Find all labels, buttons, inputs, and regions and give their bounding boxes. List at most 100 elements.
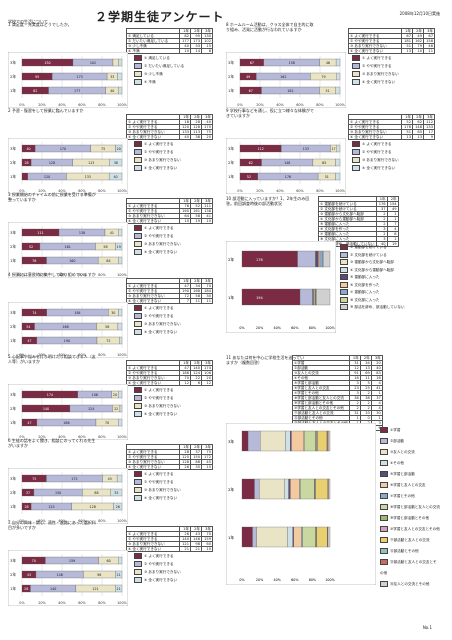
grade-label: 2年 [228,74,234,79]
legend-swatch [134,403,142,409]
bar-segment [299,288,313,306]
bar-value-label: 70 [105,421,109,425]
grade-label: 2年 [10,406,16,411]
axis-tick-label: 40% [58,519,66,523]
value-cell: 10 [201,546,213,552]
svg-text:194: 194 [256,296,263,300]
value-cell: 19 [190,218,202,224]
bar-value-label: 20 [117,147,121,151]
legend-label: ① 満足している [144,56,170,60]
legend-label: ① よく実行できる [144,226,174,230]
legend-swatch [134,487,142,493]
svg-text:80%: 80% [309,326,316,330]
question-text: 10 部活動に入っていますか？1、2年生のみ回答。前回調査時後の部活動状況 [226,196,310,206]
axis-tick-label: 60% [296,103,304,107]
value-cell: 13 [401,134,413,140]
axis-tick-label: 80% [316,103,324,107]
axis-tick-label: 60% [78,353,86,357]
chart-legend: ① 運動部を続けている ② 文化部を続けている ③ 運動部から文化部へ転部 ④ 文化部… [340,244,405,312]
value-cell: 11 [201,298,213,304]
axis-tick-label: 60% [78,189,86,193]
legend-label: ④ 不満 [144,80,156,84]
bar-value-label: 133 [85,175,91,179]
grade-label: 2年 [10,244,16,249]
bar-value-label: 58 [103,245,107,249]
axis-tick-label: 80% [98,519,106,523]
axis-tick-label: 80% [316,189,324,193]
bar-segment [241,250,298,268]
bar-segment [118,556,123,565]
bar-value-label: 120 [44,175,50,179]
bar-value-label: 28 [24,505,28,509]
legend-swatch [352,157,360,163]
bar-segment [291,430,305,452]
bar-value-label: 161 [65,245,71,249]
bar-value-label: 30 [111,311,115,315]
option-label: ④ 全く実行できない [348,48,402,54]
axis-tick-label: 20% [38,353,46,357]
legend-swatch [134,305,142,311]
bar-value-label: 60 [107,559,111,563]
bar-value-label: 22 [114,407,118,411]
legend-label: ② やや実行できる [144,480,174,484]
chart-legend: ① よく実行できる ② やや実行できる ③ あまり実行できない ④ 全く実行できない [134,224,181,256]
bar-value-label: 168 [62,325,68,329]
bar-value-label: 26 [116,505,120,509]
bar-segment [335,58,341,67]
bar-segment [336,144,341,153]
chart-legend: ① よく実行できる ② やや実行できる ③ あまり実行できない ④ 全く実行できない [134,304,181,336]
value-cell: 11 [190,298,202,304]
bar-value-label: 47 [27,421,31,425]
axis-tick-label: 20% [38,601,46,605]
bar-value-label: 45 [108,477,112,481]
legend-label: ④ 全く実行できない [362,166,396,170]
svg-text:20%: 20% [256,578,263,582]
grade-label: 3年 [228,146,234,151]
grade-label: 3年 [10,146,16,151]
answer-table: 1年 2年 3年 ① よく実行できる 76 52 111 ② やや実行できる 160 161 138… [126,198,213,224]
legend-label: ④ 全く実行できない [144,578,178,582]
axis-tick-label: 100% [117,273,127,277]
legend-swatch [134,225,142,231]
legend-label: ② やや実行できる [144,314,174,318]
bar-value-label: 140 [50,587,56,591]
bar-segment [118,256,123,265]
bar-segment [112,58,120,67]
legend-swatch [134,55,142,61]
bar-value-label: 112 [258,147,264,151]
bar-value-label: 159 [69,559,75,563]
bar-value-label: 26 [24,587,28,591]
bar-value-label: 33 [110,75,114,79]
axis-tick-label: 40% [58,435,66,439]
axis-tick-label: 20% [38,189,46,193]
legend-swatch [134,71,142,77]
value-cell: 26 [179,464,191,470]
value-cell: 10 [412,48,424,54]
axis-tick-label: 80% [98,103,106,107]
axis-tick-label: 40% [58,353,66,357]
bar-value-label: 128 [49,161,55,165]
bar-segment [118,86,123,95]
bar-value-label: 41 [110,231,114,235]
bar-value-label: 43 [27,573,31,577]
stacked-bar-chart: 3年 2年 1年 0% 20% 40% 60% 80% 100% [226,423,376,585]
grade-label: 1年 [10,338,16,343]
svg-text:2年: 2年 [228,257,234,262]
question-text: 1 満足度・充実度はどうでしたか。 [8,22,72,27]
svg-text:100%: 100% [325,326,334,330]
answer-table: 1年 2年 3年 ① 満足している 82 95 130 ② だいたい満足している 177 173 1… [126,28,213,54]
option-label: ④ 全く実行できない [126,546,180,552]
legend-label: ② やや実行できる [362,150,392,154]
stacked-bar-chart: 3年 130 102 2年 95 173 33 1年 82 177 40 0% 20% 40% 60% 80%… [8,52,128,108]
grade-label: 1年 [10,586,16,591]
page-subtitle: 学校での生活について [8,19,48,24]
chart-legend: ① よく実行できる ② やや実行できる ③ あまり実行できない ④ 全く実行できない [352,54,399,86]
bar-segment [315,250,319,268]
value-cell: 8 [201,48,213,54]
bar-value-label: 40 [110,89,114,93]
survey-date: 2008年12月10日実施 [399,11,440,16]
question-text: 11 あなたは何を中心に学校生活を送っていますか（複数回答） [226,355,305,365]
legend-label: ③ あまり実行できない [362,158,399,162]
axis-tick-label: 0% [237,103,243,107]
question-text: 8 ホームルーム活動は、クラス全体で自主的に取り組み、活発に活動が行なわれていま… [226,22,314,32]
